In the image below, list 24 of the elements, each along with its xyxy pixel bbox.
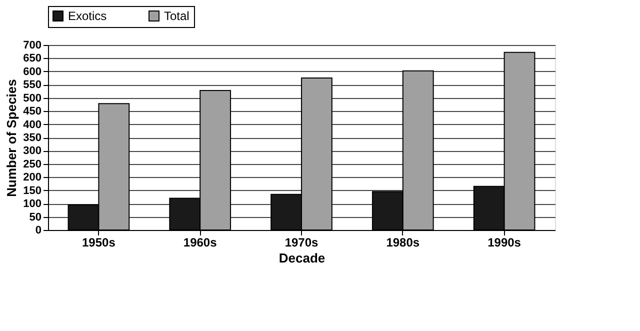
y-tick-label: 200 bbox=[23, 172, 42, 184]
y-tick-label: 300 bbox=[23, 145, 42, 158]
y-axis-title: Number of Species bbox=[4, 79, 20, 197]
x-tick-label: 1970s bbox=[284, 236, 319, 250]
y-tick-label: 350 bbox=[23, 132, 42, 144]
y-tick-label: 50 bbox=[29, 211, 42, 224]
y-tick-label: 0 bbox=[35, 224, 42, 236]
x-tick-label: 1960s bbox=[183, 236, 218, 250]
y-tick-label: 500 bbox=[23, 92, 42, 104]
y-tick-label: 550 bbox=[23, 79, 42, 92]
y-tick-label: 600 bbox=[23, 66, 42, 78]
x-tick-label: 1990s bbox=[488, 236, 522, 250]
y-tick-label: 250 bbox=[23, 158, 42, 170]
x-tick-label: 1950s bbox=[82, 236, 116, 250]
y-tick-label: 450 bbox=[23, 106, 42, 118]
x-tick-label: 1980s bbox=[386, 236, 420, 250]
x-axis-title: Decade bbox=[278, 250, 326, 266]
legend-label: Exotics bbox=[68, 9, 107, 23]
y-tick-label: 150 bbox=[23, 184, 42, 197]
y-tick-label: 700 bbox=[23, 40, 42, 52]
y-tick-label: 400 bbox=[23, 118, 42, 131]
y-tick-label: 100 bbox=[23, 198, 42, 210]
legend-label: Total bbox=[164, 9, 190, 23]
y-tick-label: 650 bbox=[23, 52, 42, 65]
